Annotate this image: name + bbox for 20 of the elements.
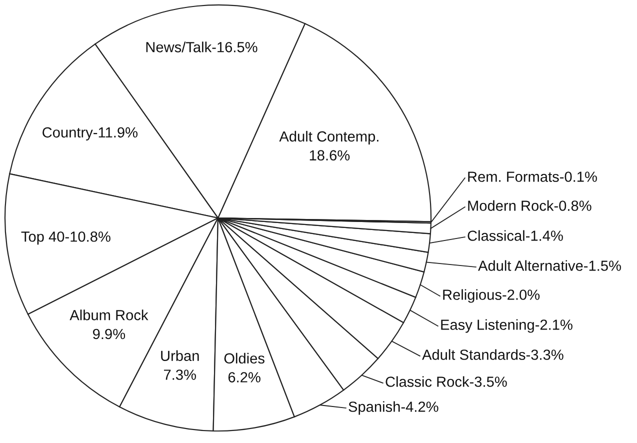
- data-label: 18.6%: [310, 150, 350, 160]
- data-label: 7.3%: [164, 370, 196, 380]
- data-label: 6.2%: [228, 372, 260, 382]
- slice-label: Top 40-10.8%: [21, 231, 110, 245]
- slice-label: Classic Rock-3.5%: [386, 376, 507, 387]
- data-label: 9.9%: [93, 328, 126, 340]
- slice-label: Album Rock: [70, 310, 148, 320]
- slice-label: Modern Rock-0.8%: [468, 200, 592, 211]
- slice-label: Country-11.9%: [42, 127, 138, 140]
- slice-label: Oldies: [224, 352, 264, 364]
- slice-label: Urban: [161, 350, 199, 362]
- slice-label: Rem. Formats-0.1%: [468, 172, 597, 182]
- slice-label: Adult Standards-3.3%: [422, 349, 564, 360]
- slice-label: Adult Contemp.: [279, 130, 378, 145]
- slice-label: Easy Listening-2.1%: [441, 319, 572, 333]
- slice-label: Spanish-4.2%: [348, 401, 438, 415]
- slice-label: Adult Alternative-1.5%: [478, 260, 621, 271]
- slice-label: News/Talk-16.5%: [146, 42, 258, 52]
- slice-label: Religious-2.0%: [443, 289, 540, 303]
- slice-label: Classical-1.4%: [468, 230, 563, 241]
